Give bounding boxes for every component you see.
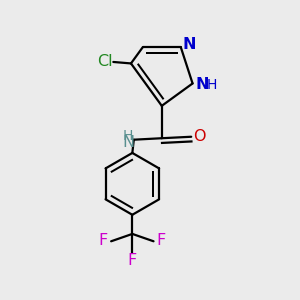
Text: O: O [193, 129, 206, 144]
Text: F: F [128, 253, 137, 268]
Text: F: F [99, 233, 108, 248]
Text: H: H [207, 78, 217, 92]
Text: N: N [122, 135, 135, 150]
Text: H: H [123, 129, 133, 143]
Text: F: F [157, 233, 166, 248]
Text: Cl: Cl [97, 55, 112, 70]
Text: N: N [182, 38, 196, 52]
Text: N: N [195, 77, 209, 92]
